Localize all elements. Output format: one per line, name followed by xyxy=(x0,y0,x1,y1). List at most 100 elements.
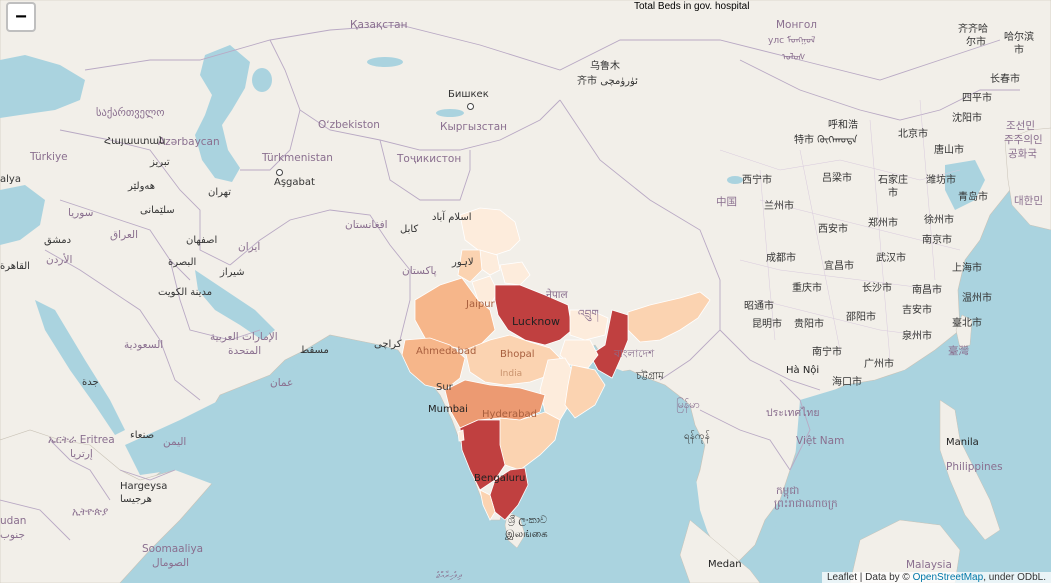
label-hyderabad: Hyderabad xyxy=(482,409,537,420)
city-marker-ashgabat xyxy=(276,169,283,176)
label-bishkek: Бишкек xyxy=(448,89,489,100)
label-hohhot: 呼和浩 xyxy=(828,120,858,131)
label-jeddah: جدة xyxy=(82,377,99,388)
label-maldives: ދިވެހިރާއްޖެ xyxy=(436,571,462,581)
label-syria: سوريا xyxy=(68,207,94,219)
label-harbin: 哈尔滨 xyxy=(1004,32,1034,43)
label-eritrea-2: إرتريا xyxy=(70,448,93,460)
korea-land xyxy=(1004,127,1051,231)
label-hohhot-2: 特市 ᠬᠥᠬᠡᠬᠣᠲᠠ xyxy=(794,135,858,146)
label-india: India xyxy=(500,369,523,379)
label-korea-2: 주주의인 xyxy=(1004,134,1043,146)
label-lucknow: Lucknow xyxy=(512,315,561,328)
label-afghanistan: افغانستان xyxy=(345,219,388,231)
label-myanmar: မြန်မာ xyxy=(676,399,700,411)
state-goa[interactable] xyxy=(457,429,465,442)
label-hargeysa-2: هرجيسا xyxy=(120,494,152,505)
lake-issyk-kul xyxy=(436,109,464,117)
state-jharkhand[interactable] xyxy=(559,339,599,369)
label-chengdu: 成都市 xyxy=(766,253,796,264)
label-siping: 四平市 xyxy=(962,93,992,104)
zoom-out-button[interactable]: − xyxy=(6,2,36,32)
state-jammu-kashmir[interactable] xyxy=(459,207,521,256)
label-kabul: کابل xyxy=(400,224,419,235)
state-west-bengal[interactable] xyxy=(589,309,629,379)
label-mumbai: Mumbai xyxy=(428,404,468,415)
label-weifang: 潍坊市 xyxy=(926,175,956,186)
label-korea-3: 공화국 xyxy=(1008,148,1037,160)
label-shijiazhuang: 石家庄 xyxy=(878,175,908,186)
label-xining: 西宁市 xyxy=(742,175,772,186)
state-maharashtra[interactable] xyxy=(444,379,546,429)
label-eritrea: ኤርትራ Eritrea xyxy=(48,434,115,446)
label-jordan: الأردن xyxy=(46,254,73,266)
label-nanning: 南宁市 xyxy=(812,347,842,358)
state-punjab[interactable] xyxy=(457,249,483,283)
state-uttarakhand[interactable] xyxy=(499,261,531,286)
label-mongolia: Монгол xyxy=(776,19,818,31)
state-haryana[interactable] xyxy=(471,275,499,306)
label-lahore: لاہور xyxy=(452,257,474,268)
label-quanzhou: 泉州市 xyxy=(902,331,932,342)
state-odisha[interactable] xyxy=(564,364,606,419)
attribution-suffix: , under ODbL. xyxy=(983,572,1046,583)
label-ethiopia: ኢትዮጵያ xyxy=(72,506,109,518)
state-kerala[interactable] xyxy=(479,489,496,521)
label-tabriz: تبریز xyxy=(150,157,170,168)
label-ahmedabad: Ahmedabad xyxy=(416,346,477,357)
state-karnataka[interactable] xyxy=(459,419,506,491)
state-bihar[interactable] xyxy=(569,309,609,341)
label-saudi: السعودية xyxy=(124,339,164,351)
label-uae: الإمارات العربية xyxy=(210,331,278,343)
label-tajikistan: Тоҷикистон xyxy=(397,153,462,165)
state-uttar-pradesh[interactable] xyxy=(494,284,573,346)
label-kuwait: مدينة الكويت xyxy=(158,287,213,298)
label-korea: 조선민 xyxy=(1006,120,1035,132)
city-marker-bishkek xyxy=(467,103,474,110)
label-cambodia-2: ព្រះរាជាណាចក្រ xyxy=(774,498,838,510)
province-borders xyxy=(719,99,961,361)
attribution-osm-link[interactable]: OpenStreetMap xyxy=(912,572,984,583)
label-shaoyang: 邵阳市 xyxy=(846,312,876,323)
mediterranean xyxy=(0,185,45,245)
lake-qinghai xyxy=(727,176,743,184)
state-rajasthan[interactable] xyxy=(414,277,496,351)
label-alya: alya xyxy=(0,174,21,185)
attribution-prefix: Leaflet | Data by © xyxy=(827,572,913,583)
label-iraq: العراق xyxy=(110,229,139,241)
label-jaipur: Jaipur xyxy=(466,299,495,310)
state-north-east[interactable] xyxy=(627,291,711,343)
label-harbin-2: 市 xyxy=(1014,45,1024,56)
label-basra: البصرة xyxy=(168,257,197,268)
map-title: Total Beds in gov. hospital xyxy=(634,1,750,12)
label-korea-4: 대한민 xyxy=(1014,195,1043,207)
label-shijiazhuang-2: 市 xyxy=(888,188,898,199)
borneo-land xyxy=(849,519,961,583)
label-cambodia: កម្ពុជា xyxy=(776,485,800,497)
label-muscat: مسقط xyxy=(300,345,329,356)
label-bhopal: Bhopal xyxy=(500,349,535,360)
taiwan-land xyxy=(955,314,973,349)
label-iran: ایران xyxy=(238,241,261,253)
sumatra-land xyxy=(679,519,761,583)
label-qiqihar-2: 尔市 xyxy=(966,37,986,48)
label-wenzhou: 温州市 xyxy=(962,293,992,304)
label-shanghai: 上海市 xyxy=(952,263,982,274)
label-jian: 吉安市 xyxy=(902,305,932,316)
label-karachi: کراچی xyxy=(374,339,402,350)
label-haikou: 海口市 xyxy=(832,377,862,388)
label-xian: 西安市 xyxy=(818,224,848,235)
label-uae-2: المتحدة xyxy=(228,345,262,357)
label-kunming: 昆明市 xyxy=(752,319,782,330)
label-yichang: 宜昌市 xyxy=(824,261,854,272)
label-azerbaijan: Azərbaycan xyxy=(158,136,220,148)
label-qingdao: 青岛市 xyxy=(958,192,988,203)
state-gujarat[interactable] xyxy=(401,337,466,391)
label-urumqi: 乌鲁木 xyxy=(590,61,620,72)
label-bhutan: འབྲུག xyxy=(578,308,599,320)
label-erbil: هەولێر xyxy=(128,181,156,192)
lake-balkhash xyxy=(367,57,403,67)
label-guiyang: 贵阳市 xyxy=(794,319,824,330)
label-sulaymaniyah: سلێمانی xyxy=(140,205,175,216)
